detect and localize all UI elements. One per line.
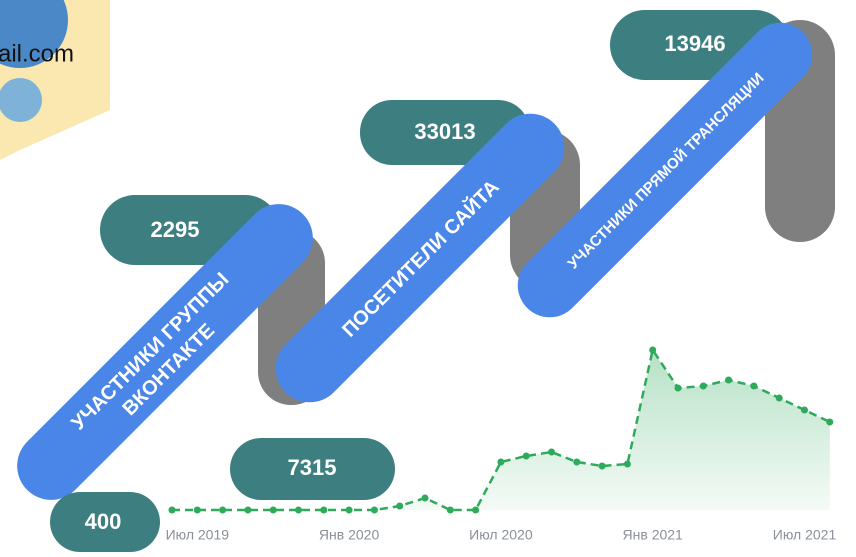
x-tick-label: Июл 2021 xyxy=(773,527,837,543)
page: Июл 2019 Янв 2020 Июл 2020 Янв 2021 Июл 2021… xyxy=(0,0,856,557)
value: 2295 xyxy=(151,217,200,242)
value: 400 xyxy=(85,509,122,534)
point xyxy=(497,459,504,466)
point xyxy=(548,449,555,456)
email: ail.com xyxy=(0,40,74,67)
point xyxy=(244,507,251,514)
point xyxy=(371,507,378,514)
point xyxy=(320,507,327,514)
point xyxy=(472,507,479,514)
x-tick-label: Июл 2020 xyxy=(469,527,533,543)
point xyxy=(725,377,732,384)
point xyxy=(624,461,631,468)
value: 13946 xyxy=(664,31,725,56)
point xyxy=(270,507,277,514)
point xyxy=(396,503,403,510)
logo xyxy=(0,0,110,160)
band-label: УЧАСТНИКИ ПРЯМОЙ ТРАНСЛЯЦИИ xyxy=(564,69,767,272)
point xyxy=(649,347,656,354)
point xyxy=(194,507,201,514)
point xyxy=(675,385,682,392)
band-label: ПОСЕТИТЕЛИ САЙТА xyxy=(337,175,504,342)
x-tick-label: Янв 2021 xyxy=(623,527,684,543)
point xyxy=(826,419,833,426)
point xyxy=(801,407,808,414)
point xyxy=(573,459,580,466)
x-tick-label: Июл 2019 xyxy=(166,527,230,543)
point xyxy=(295,507,302,514)
point xyxy=(700,383,707,390)
value: 7315 xyxy=(288,455,337,480)
point xyxy=(776,395,783,402)
point xyxy=(599,463,606,470)
point xyxy=(523,453,530,460)
point xyxy=(750,383,757,390)
point xyxy=(346,507,353,514)
point xyxy=(422,495,429,502)
point xyxy=(219,507,226,514)
x-tick-label: Янв 2020 xyxy=(319,527,380,543)
point xyxy=(169,507,176,514)
point xyxy=(447,507,454,514)
value: 33013 xyxy=(414,119,475,144)
